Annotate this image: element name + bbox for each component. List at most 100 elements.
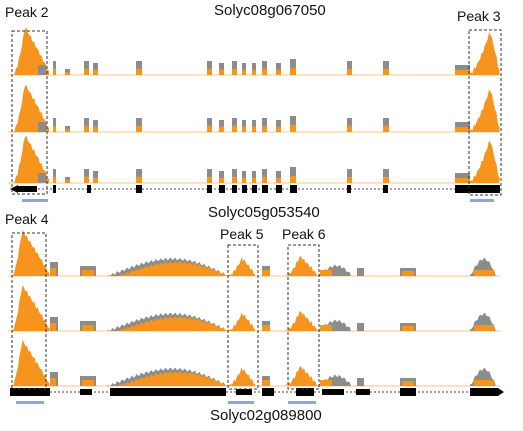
signal-block [242, 171, 246, 183]
signal-block [383, 169, 389, 183]
signal-block [347, 125, 352, 132]
gene-exon [17, 186, 37, 192]
signal-block [262, 325, 270, 331]
signal-block [93, 171, 98, 183]
gene-exon [347, 185, 351, 193]
signal-block [262, 169, 267, 183]
signal-block [219, 69, 224, 75]
peak-4-signal [12, 339, 50, 386]
gene-exon [207, 185, 212, 193]
signal-block [357, 268, 364, 276]
signal-block [53, 125, 56, 132]
gene-exon [219, 185, 225, 193]
gene-exon [10, 388, 50, 396]
peak-6-box [287, 244, 320, 390]
gene-exon [400, 388, 416, 396]
peak-5-bar [228, 401, 254, 404]
gene-exon [290, 185, 297, 193]
gene-label-solyc02: Solyc02g089800 [210, 407, 322, 424]
signal-block [136, 176, 142, 183]
signal-block [474, 380, 494, 386]
signal-block [84, 125, 89, 132]
signal-block [276, 171, 281, 183]
signal-block [207, 176, 212, 183]
orange-signal [118, 260, 228, 276]
signal-block [50, 323, 56, 331]
signal-block [252, 63, 256, 75]
gene-exon [232, 185, 237, 193]
signal-block [136, 68, 142, 75]
signal-block [252, 171, 256, 183]
signal-block [207, 68, 212, 75]
signal-block [383, 176, 389, 183]
signal-block [219, 63, 224, 75]
peak-3-signal [468, 140, 500, 183]
signal-block [232, 169, 237, 183]
signal-block [262, 176, 267, 183]
peak-5-signal [228, 257, 255, 276]
gene-exon [455, 185, 500, 193]
signal-block [53, 118, 56, 132]
signal-block [290, 116, 296, 132]
signal-block [232, 125, 237, 132]
strand-arrow-icon [498, 388, 504, 396]
signal-block [320, 325, 332, 331]
gene-exon [87, 185, 91, 193]
signal-block [219, 171, 224, 183]
signal-block [207, 125, 212, 132]
signal-block [347, 68, 352, 75]
signal-block [38, 122, 46, 132]
signal-block [38, 173, 46, 183]
gene-exon [296, 388, 314, 396]
gene-exon [236, 389, 252, 395]
signal-block [82, 380, 94, 386]
signal-block [383, 68, 389, 75]
peak-4-label: Peak 4 [5, 211, 49, 227]
peak-3-box [468, 29, 502, 196]
signal-block [290, 67, 296, 75]
signal-block [38, 65, 46, 75]
signal-block [136, 61, 142, 75]
signal-block [82, 270, 94, 276]
signal-block [219, 120, 224, 132]
signal-block [276, 177, 281, 183]
peak-5-box [227, 244, 259, 390]
signal-block [136, 125, 142, 132]
peak-6-signal [286, 256, 318, 276]
signal-block [84, 118, 89, 132]
signal-block [383, 61, 389, 75]
signal-block [84, 169, 89, 183]
signal-block [219, 126, 224, 132]
peak-5-signal [228, 367, 255, 386]
signal-block [65, 180, 70, 183]
gene-exon [322, 389, 344, 395]
gene-exon [80, 389, 92, 395]
signal-block [455, 70, 470, 75]
peak-5-signal [228, 312, 255, 331]
signal-block [262, 61, 267, 75]
peak-4-bar [16, 401, 44, 404]
signal-block [402, 381, 414, 386]
signal-block [262, 380, 270, 386]
signal-block [50, 378, 56, 386]
signal-block [276, 63, 281, 75]
peak-3-label: Peak 3 [457, 8, 501, 24]
peak-3-signal [468, 32, 500, 75]
signal-block [65, 126, 70, 132]
peak-2-signal [13, 135, 49, 183]
orange-signal [118, 370, 228, 386]
peak-4-signal [12, 229, 50, 276]
signal-block [290, 167, 296, 183]
signal-block [53, 68, 56, 75]
strand-arrow-icon [10, 185, 18, 193]
peak-2-signal [13, 84, 49, 132]
signal-block [65, 69, 70, 75]
signal-block [65, 129, 70, 132]
gene-label-solyc08: Solyc08g067050 [214, 2, 326, 19]
signal-block [320, 270, 332, 276]
peak-3-bar [470, 199, 494, 202]
signal-block [84, 68, 89, 75]
signal-block [290, 59, 296, 75]
signal-block [474, 325, 494, 331]
signal-block [262, 68, 267, 75]
